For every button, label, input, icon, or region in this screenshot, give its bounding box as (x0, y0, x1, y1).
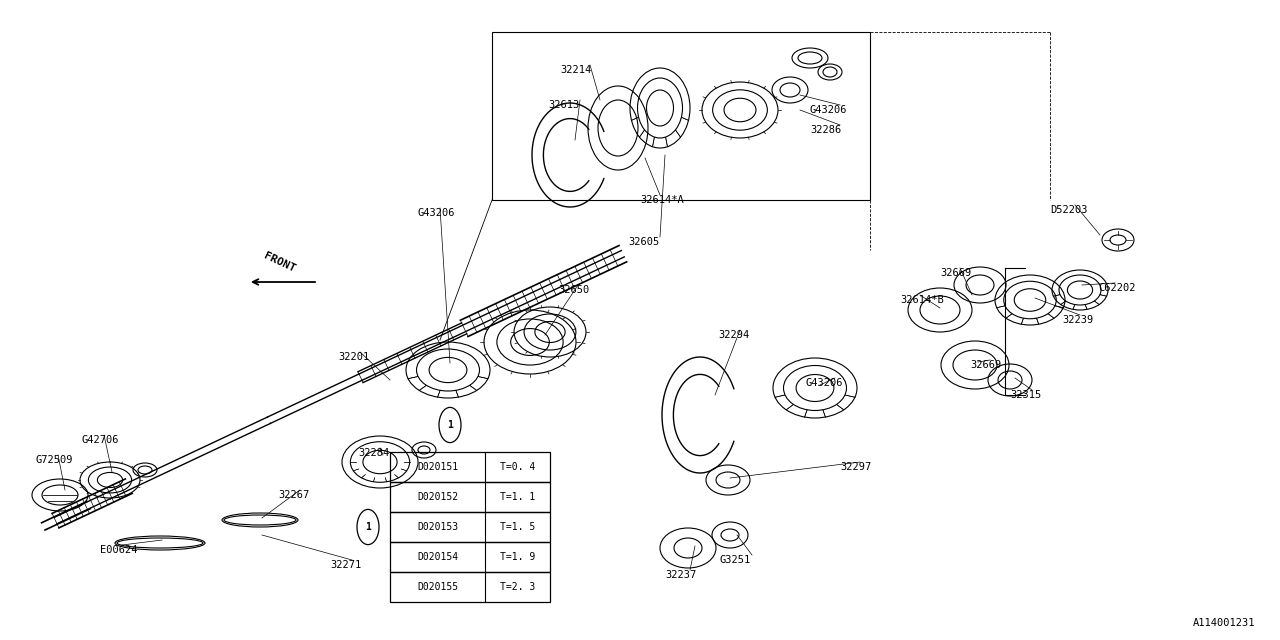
Text: D52203: D52203 (1050, 205, 1088, 215)
Text: G43206: G43206 (810, 105, 847, 115)
Text: A114001231: A114001231 (1193, 618, 1254, 628)
Text: 1: 1 (447, 420, 453, 430)
Text: 32613: 32613 (548, 100, 580, 110)
Text: 32315: 32315 (1010, 390, 1041, 400)
Text: D020151: D020151 (417, 462, 458, 472)
Text: 32605: 32605 (628, 237, 659, 247)
Text: T=1. 5: T=1. 5 (500, 522, 535, 532)
Text: 32297: 32297 (840, 462, 872, 472)
Text: G43206: G43206 (805, 378, 842, 388)
Text: 32201: 32201 (338, 352, 369, 362)
Text: G42706: G42706 (82, 435, 119, 445)
Text: G43206: G43206 (419, 208, 456, 218)
Text: 32669: 32669 (940, 268, 972, 278)
Text: 32237: 32237 (666, 570, 696, 580)
Text: 32614*B: 32614*B (900, 295, 943, 305)
Bar (492, 32, 870, 200)
Text: D020154: D020154 (417, 552, 458, 562)
Text: D020152: D020152 (417, 492, 458, 502)
Text: 32214: 32214 (561, 65, 591, 75)
Bar (390, 542, 550, 572)
Bar (390, 482, 550, 512)
Text: D020155: D020155 (417, 582, 458, 592)
Text: G3251: G3251 (719, 555, 751, 565)
Text: 32239: 32239 (1062, 315, 1093, 325)
Text: T=1. 1: T=1. 1 (500, 492, 535, 502)
Text: 32267: 32267 (278, 490, 310, 500)
Text: 32669: 32669 (970, 360, 1001, 370)
Text: E00624: E00624 (100, 545, 137, 555)
Bar (390, 452, 550, 482)
Text: T=0. 4: T=0. 4 (500, 462, 535, 472)
Text: 32271: 32271 (330, 560, 361, 570)
Text: 32650: 32650 (558, 285, 589, 295)
Text: G72509: G72509 (36, 455, 73, 465)
Text: C62202: C62202 (1098, 283, 1135, 293)
Text: 32614*A: 32614*A (640, 195, 684, 205)
Text: 32284: 32284 (358, 448, 389, 458)
Text: T=2. 3: T=2. 3 (500, 582, 535, 592)
Text: 32286: 32286 (810, 125, 841, 135)
Text: FRONT: FRONT (262, 251, 297, 274)
Bar (390, 572, 550, 602)
Text: 1: 1 (365, 522, 371, 532)
Text: T=1. 9: T=1. 9 (500, 552, 535, 562)
Bar (390, 512, 550, 542)
Text: D020153: D020153 (417, 522, 458, 532)
Text: 32294: 32294 (718, 330, 749, 340)
